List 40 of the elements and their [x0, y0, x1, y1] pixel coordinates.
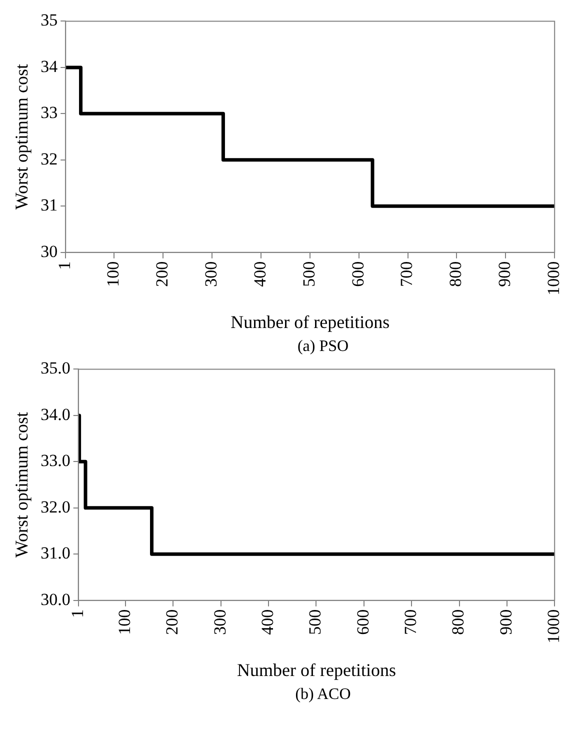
y-tick-label: 30.0	[40, 590, 70, 609]
x-tick-label: 500	[299, 261, 318, 287]
y-tick-label: 32	[40, 149, 58, 168]
y-axis-title: Worst optimum cost	[12, 412, 32, 558]
x-tick-label: 1000	[544, 261, 564, 296]
x-tick-label: 1	[55, 261, 74, 270]
x-tick-label: 800	[446, 261, 466, 287]
y-tick-label: 35	[40, 10, 58, 30]
y-tick-label: 31.0	[40, 544, 70, 563]
x-axis-title: Number of repetitions	[230, 312, 390, 332]
x-tick-label: 700	[401, 609, 420, 635]
y-tick-label: 34	[40, 56, 58, 76]
y-tick-label: 35.0	[40, 358, 70, 378]
y-tick-label: 33	[40, 103, 58, 122]
x-tick-label: 100	[104, 261, 123, 287]
y-axis-title: Worst optimum cost	[12, 64, 32, 210]
x-tick-label: 900	[496, 609, 516, 635]
x-tick-label: 600	[353, 609, 372, 635]
x-tick-label: 600	[348, 261, 368, 287]
x-tick-label: 900	[495, 261, 514, 287]
x-tick-label: 400	[258, 609, 278, 635]
x-tick-label: 200	[152, 261, 172, 287]
text: (b) ACO	[294, 686, 352, 704]
x-tick-label: 100	[115, 609, 134, 635]
x-tick-label: 700	[397, 261, 416, 287]
x-tick-label: 1000	[544, 609, 564, 644]
y-tick-label: 30	[40, 242, 58, 261]
y-tick-label: 32.0	[40, 497, 70, 516]
x-tick-label: 200	[162, 609, 182, 635]
x-tick-label: 500	[306, 609, 325, 635]
y-tick-label: 34.0	[40, 404, 70, 424]
x-tick-label: 400	[250, 261, 270, 287]
x-tick-label: 800	[448, 609, 468, 635]
y-tick-label: 31	[40, 196, 58, 215]
x-tick-label: 300	[201, 261, 220, 287]
x-axis-title: Number of repetitions	[236, 660, 396, 680]
y-tick-label: 33.0	[40, 451, 70, 470]
x-tick-label: 1	[68, 609, 87, 618]
x-tick-label: 300	[210, 609, 230, 635]
text: (a) PSO	[296, 338, 350, 356]
